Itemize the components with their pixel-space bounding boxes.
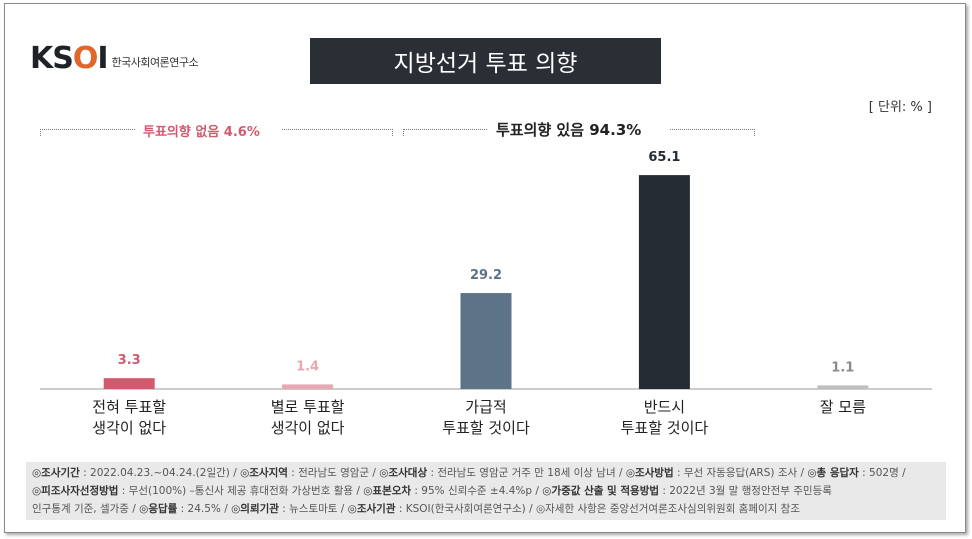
footer-segment: ◎총 응답자 : 502명 / [807,467,906,479]
unit-label: [ 단위: % ] [868,100,932,115]
bracket-left-a [40,129,135,136]
footer-segment: ◎표본오차 : 95% 신뢰수준 ±4.4%p / [363,485,543,497]
bracket-left-b [282,129,393,136]
bar-3 [638,175,690,389]
logo-text: 한국사회여론연구소 [111,56,199,69]
footer-segment: ◎조사지역 : 전라남도 영암군 / [240,467,380,479]
data-label-3: 65.1 [648,150,680,165]
logo-mark: KSOI [30,41,109,76]
bar-4 [817,385,869,389]
footer-segment: ◎자세한 사항은 중앙선거여론조사심의위원회 홈페이지 참조 [535,503,800,515]
group-label-intent: 투표의향 있음 94.3% [496,121,642,139]
ksoi-logo: KSOI 한국사회여론연구소 [30,41,199,76]
bracket-right-b [670,129,755,136]
footer-segment: ◎응답률 : 24.5% / [139,503,232,515]
category-label-0-0: 전혀 투표할 [92,398,166,416]
chart-title: 지방선거 투표 의향 [310,38,661,84]
footer-segment: 인구통계 기준, 셀가중 / [32,503,140,515]
survey-footer: ◎조사기간 : 2022.04.23.~04.24.(2일간) / ◎조사지역 … [26,462,946,520]
footer-segment: ◎조사대상 : 전라남도 영암군 거주 만 18세 이상 남녀 / [379,467,626,479]
category-label-1-0: 별로 투표할 [271,398,345,416]
bar-2 [460,293,512,389]
data-label-4: 1.1 [831,360,854,375]
data-label-0: 3.3 [118,353,141,368]
bar-1 [282,384,334,389]
chart-frame [4,3,966,533]
footer-line-3: 인구통계 기준, 셀가중 / ◎응답률 : 24.5% / ◎의뢰기관 : 뉴스… [32,500,940,518]
category-label-2-0: 가급적 [465,398,506,416]
data-label-2: 29.2 [470,268,502,283]
group-label-no-intent: 투표의향 없음 4.6% [143,125,260,140]
bar-0 [103,378,155,389]
category-label-2-1: 투표할 것이다 [442,419,530,437]
footer-segment: ◎피조사자선정방법 : 무선(100%) –통신사 제공 휴대전화 가상번호 활… [32,485,364,497]
footer-segment: ◎조사방법 : 무선 자동응답(ARS) 조사 / [625,467,808,479]
footer-segment: ◎가중값 산출 및 적용방법 : 2022년 3월 말 행정안전부 주민등록 [542,485,832,497]
category-label-3-0: 반드시 [644,398,685,416]
category-label-3-1: 투표할 것이다 [621,419,709,437]
data-label-1: 1.4 [296,359,319,374]
footer-line-1: ◎조사기간 : 2022.04.23.~04.24.(2일간) / ◎조사지역 … [32,464,940,482]
footer-line-2: ◎피조사자선정방법 : 무선(100%) –통신사 제공 휴대전화 가상번호 활… [32,482,940,500]
footer-segment: ◎조사기관 : KSOI(한국사회여론연구소) / [347,503,536,515]
category-label-1-1: 생각이 없다 [271,419,345,437]
category-label-4-0: 잘 모름 [820,398,866,416]
footer-segment: ◎조사기간 : 2022.04.23.~04.24.(2일간) / [32,467,241,479]
footer-segment: ◎의뢰기관 : 뉴스토마토 / [231,503,348,515]
bracket-right-a [403,129,487,136]
category-label-0-1: 생각이 없다 [92,419,166,437]
